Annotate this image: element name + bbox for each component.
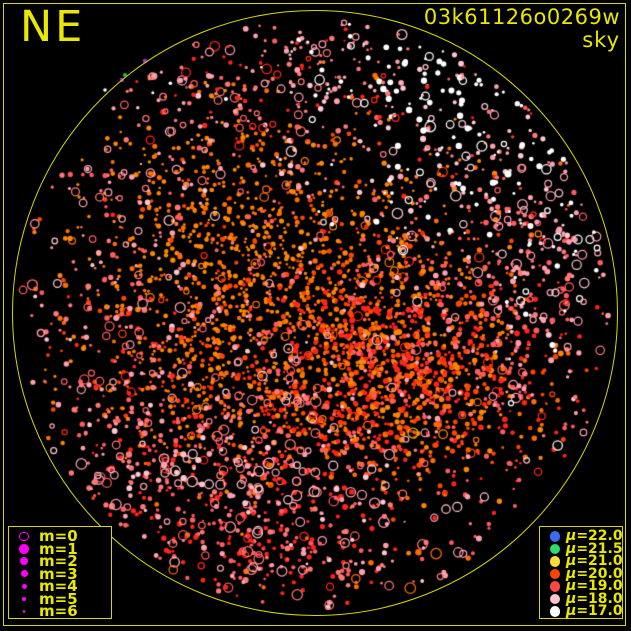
magnitude-legend-label: m=6 [39,602,78,621]
magnitude-marker-icon [9,596,39,601]
mu-legend-label: μ=20.0 [566,565,623,582]
mu-legend-row: μ=18.0 [540,590,623,607]
mu-color-dot-icon [544,556,566,567]
magnitude-legend-label: m=0 [39,527,78,546]
mu-legend-row: μ=20.0 [540,565,623,582]
magnitude-legend-row: m=1 [9,539,111,558]
magnitude-legend-row: m=4 [9,577,111,596]
mu-legend-row: μ=22.0 [540,528,623,545]
mu-color-dot-icon [544,543,566,554]
mu-legend-label: μ=18.0 [566,590,623,607]
magnitude-legend-row: m=2 [9,552,111,571]
magnitude-marker-icon [9,570,39,578]
mu-color-dot-icon [544,606,566,617]
mu-legend-label: μ=17.0 [566,603,623,620]
mu-color-dot-icon [544,531,566,542]
magnitude-legend-label: m=5 [39,589,78,608]
magnitude-legend-label: m=3 [39,564,78,583]
magnitude-legend-label: m=4 [39,577,78,596]
magnitude-marker-icon [9,544,39,554]
orientation-label: NE [20,2,86,52]
magnitude-legend-label: m=2 [39,552,78,571]
magnitude-legend-row: m=3 [9,564,111,583]
magnitude-legend-row: m=6 [9,602,111,621]
magnitude-legend: m=0 m=1 m=2 m=3 m=4 m=5 m=6 [8,526,112,619]
mu-legend-label: μ=19.0 [566,578,623,595]
surface-brightness-legend: μ=22.0 μ=21.5 μ=21.0 μ=20.0 μ=19.0 μ=18.0 μ=17… [539,526,623,619]
magnitude-marker-icon [9,557,39,566]
mu-legend-row: μ=21.0 [540,553,623,570]
magnitude-marker-icon [9,583,39,589]
mu-legend-row: μ=19.0 [540,578,623,595]
mu-legend-label: μ=21.0 [566,553,623,570]
magnitude-legend-row: m=5 [9,589,111,608]
mu-legend-row: μ=17.0 [540,603,623,620]
magnitude-legend-label: m=1 [39,539,78,558]
magnitude-legend-row: m=0 [9,527,111,546]
magnitude-marker-icon [9,610,39,613]
magnitude-marker-icon [9,531,39,541]
plot-subtitle-sky: sky [582,28,620,52]
mu-color-dot-icon [544,581,566,592]
mu-color-dot-icon [544,568,566,579]
mu-legend-label: μ=21.5 [566,540,623,557]
mu-legend-label: μ=22.0 [566,528,623,545]
mu-color-dot-icon [544,593,566,604]
plate-id-title: 03k61126o0269w [423,5,620,29]
mu-legend-row: μ=21.5 [540,540,623,557]
